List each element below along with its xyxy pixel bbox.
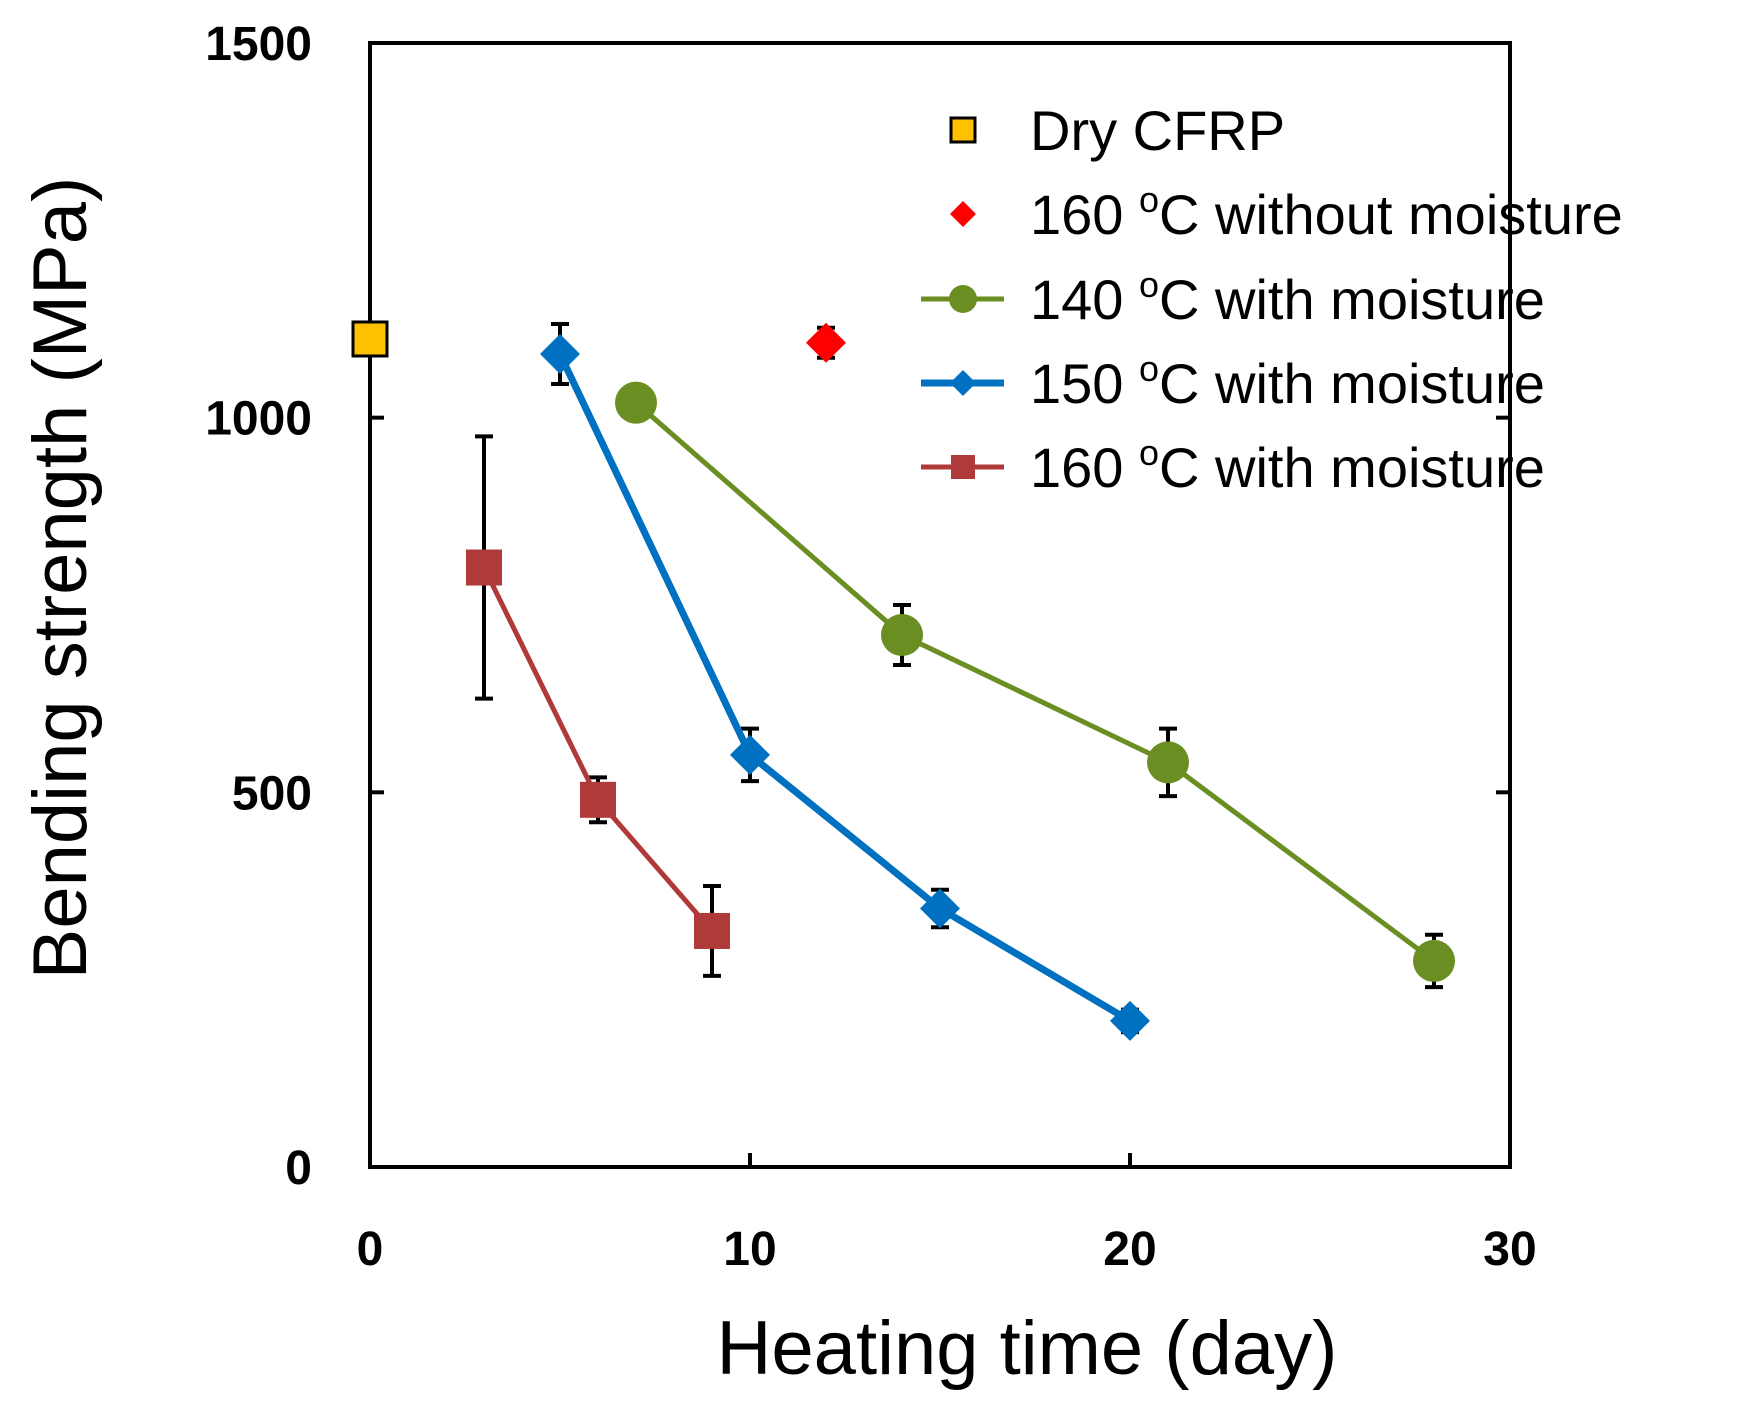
legend-item-1: 160 oC without moisture	[950, 179, 1623, 246]
data-point	[351, 320, 389, 358]
data-point	[615, 381, 657, 424]
legend-label-sup: o	[1139, 348, 1159, 389]
data-point	[466, 549, 502, 586]
legend-marker	[949, 116, 977, 144]
legend-label-pre: 160	[1030, 436, 1139, 499]
legend-item-2: 140 oC with moisture	[921, 264, 1545, 331]
data-point	[806, 322, 846, 363]
legend-marker	[950, 201, 976, 227]
series-line	[556, 352, 1132, 1024]
data-point	[1147, 741, 1189, 784]
y-axis-ticks: 0 500 1000 1500	[205, 18, 1510, 1195]
series-1	[806, 322, 846, 363]
legend-label: 140 oC with moisture	[1030, 264, 1545, 331]
data-point	[694, 912, 730, 949]
legend-label: 160 oC without moisture	[1030, 179, 1623, 246]
legend-label-post: C with moisture	[1159, 268, 1545, 331]
legend-label-sup: o	[1139, 179, 1159, 220]
legend-label-post: C with moisture	[1159, 436, 1545, 499]
legend-marker	[950, 370, 976, 396]
x-tick-label: 20	[1103, 1223, 1156, 1276]
data-point	[1413, 939, 1455, 982]
y-axis-title: Bending strength (MPa)	[18, 177, 103, 980]
data-point	[540, 333, 580, 374]
plot-frame	[368, 41, 1512, 1169]
legend-label-pre: 140	[1030, 268, 1139, 331]
data-point	[920, 888, 960, 929]
series-3	[540, 322, 1150, 1041]
legend-item-3: 150 oC with moisture	[921, 348, 1545, 415]
x-axis-title: Heating time (day)	[717, 1306, 1338, 1391]
y-tick-label: 1500	[205, 18, 312, 71]
data-point	[730, 734, 770, 775]
x-tick-label: 0	[357, 1223, 384, 1276]
legend-item-4: 160 oC with moisture	[921, 432, 1545, 499]
data-point	[580, 781, 616, 818]
y-tick-label: 1000	[205, 393, 312, 446]
data-point	[1110, 1000, 1150, 1041]
legend-label-sup: o	[1139, 264, 1159, 305]
legend-label-post: C without moisture	[1159, 183, 1623, 246]
x-tick-label: 10	[723, 1223, 776, 1276]
legend-label-sup: o	[1139, 432, 1159, 473]
y-tick-label: 500	[232, 767, 312, 820]
legend-label-pre: 150	[1030, 352, 1139, 415]
series-0	[351, 320, 389, 358]
plot-border	[368, 41, 1512, 1169]
series-2	[615, 381, 1455, 990]
x-tick-label: 30	[1483, 1223, 1536, 1276]
y-tick-label: 0	[285, 1142, 312, 1195]
legend-item-0: Dry CFRP	[949, 99, 1285, 162]
legend-label: 150 oC with moisture	[1030, 348, 1545, 415]
x-axis-ticks: 0 10 20 30	[357, 1153, 1537, 1276]
legend-label-post: C with moisture	[1159, 352, 1545, 415]
legend-label-pre: 160	[1030, 183, 1139, 246]
legend-marker	[949, 285, 977, 313]
legend-label: Dry CFRP	[1030, 99, 1285, 162]
legend-label: 160 oC with moisture	[1030, 432, 1545, 499]
series-layer	[351, 320, 1455, 1041]
series-line	[634, 400, 1436, 963]
legend-marker	[951, 455, 975, 479]
series-4	[466, 434, 730, 978]
data-point	[881, 613, 923, 656]
